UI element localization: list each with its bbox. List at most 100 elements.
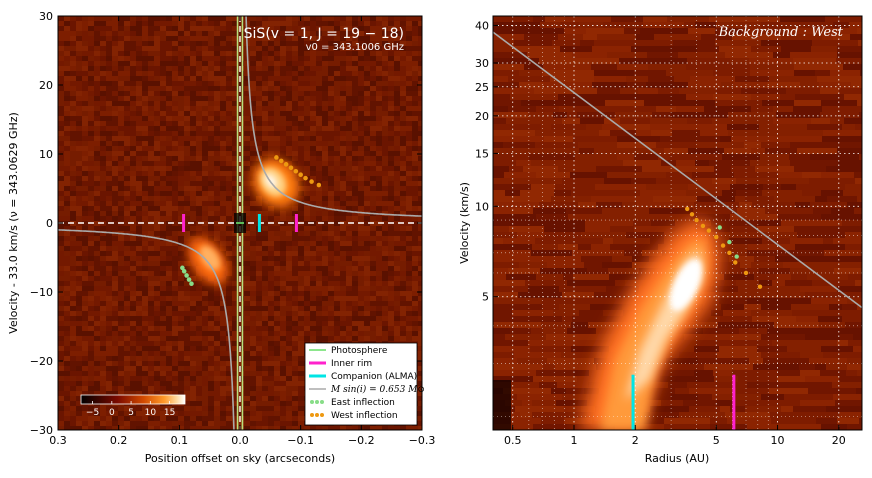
noise-cell (76, 371, 82, 376)
noise-cell (94, 286, 100, 291)
noise-cell (88, 356, 94, 361)
noise-cell (64, 116, 70, 121)
noise-cell (334, 231, 340, 236)
noise-cell (262, 76, 268, 81)
noise-cell (340, 86, 346, 91)
noise-cell (232, 171, 238, 176)
noise-cell (220, 316, 226, 321)
noise-cell (100, 381, 106, 386)
noise-cell (334, 161, 340, 166)
noise-cell (208, 21, 214, 26)
noise-cell (88, 131, 94, 136)
noise-cell (64, 386, 70, 391)
noise-cell (346, 151, 352, 156)
noise-cell (352, 186, 358, 191)
noise-cell (262, 306, 268, 311)
noise-cell (370, 331, 376, 336)
noise-cell (148, 281, 154, 286)
noise-cell (196, 101, 202, 106)
noise-cell (304, 311, 310, 316)
noise-cell (100, 211, 106, 216)
noise-cell (94, 361, 100, 366)
noise-cell (166, 241, 172, 246)
noise-cell (412, 146, 418, 151)
noise-cell (388, 121, 394, 126)
noise-cell (298, 276, 304, 281)
noise-cell (406, 286, 412, 291)
noise-cell (130, 61, 136, 66)
noise-cell (160, 411, 166, 416)
noise-cell (136, 166, 142, 171)
noise-cell (154, 266, 160, 271)
noise-cell (388, 336, 394, 341)
noise-cell (88, 366, 94, 371)
noise-cell (292, 31, 298, 36)
noise-cell (292, 206, 298, 211)
noise-cell (328, 171, 334, 176)
noise-cell (286, 396, 292, 401)
noise-cell (406, 116, 412, 121)
noise-cell (190, 361, 196, 366)
noise-cell (346, 276, 352, 281)
noise-cell (214, 166, 220, 171)
noise-cell (214, 366, 220, 371)
noise-cell (352, 316, 358, 321)
noise-cell (148, 96, 154, 101)
noise-cell (262, 361, 268, 366)
noise-cell (64, 51, 70, 56)
noise-cell (244, 16, 250, 21)
noise-cell (238, 91, 244, 96)
noise-cell (124, 66, 130, 71)
noise-cell (124, 366, 130, 371)
noise-cell (280, 36, 286, 41)
noise-cell (214, 146, 220, 151)
noise-cell (346, 256, 352, 261)
noise-cell (76, 151, 82, 156)
noise-cell (118, 306, 124, 311)
noise-cell (202, 326, 208, 331)
noise-cell (130, 81, 136, 86)
noise-cell (364, 296, 370, 301)
noise-cell (274, 331, 280, 336)
noise-cell (124, 141, 130, 146)
noise-cell (268, 206, 274, 211)
noise-cell (142, 126, 148, 131)
noise-cell (358, 261, 364, 266)
noise-cell (106, 406, 112, 411)
noise-cell (322, 171, 328, 176)
noise-cell (76, 126, 82, 131)
noise-cell (100, 161, 106, 166)
noise-cell (400, 76, 406, 81)
noise-cell (328, 116, 334, 121)
noise-cell (286, 326, 292, 331)
noise-cell (358, 131, 364, 136)
noise-cell (196, 111, 202, 116)
noise-cell (316, 131, 322, 136)
noise-cell (238, 176, 244, 181)
noise-cell (238, 21, 244, 26)
noise-cell (262, 66, 268, 71)
noise-cell (316, 26, 322, 31)
noise-cell (256, 116, 262, 121)
noise-cell (250, 296, 256, 301)
noise-cell (226, 131, 232, 136)
noise-cell (64, 356, 70, 361)
noise-cell (100, 31, 106, 36)
noise-cell (70, 46, 76, 51)
noise-cell (118, 121, 124, 126)
noise-cell (256, 251, 262, 256)
noise-cell (418, 381, 422, 386)
noise-cell (202, 61, 208, 66)
noise-cell (280, 286, 286, 291)
noise-cell (274, 411, 280, 416)
noise-cell (106, 281, 112, 286)
noise-cell (214, 396, 220, 401)
noise-cell (304, 271, 310, 276)
noise-cell (154, 321, 160, 326)
noise-cell (178, 71, 184, 76)
noise-cell (154, 86, 160, 91)
noise-cell (136, 266, 142, 271)
noise-cell (256, 106, 262, 111)
noise-cell (370, 41, 376, 46)
noise-cell (238, 41, 244, 46)
